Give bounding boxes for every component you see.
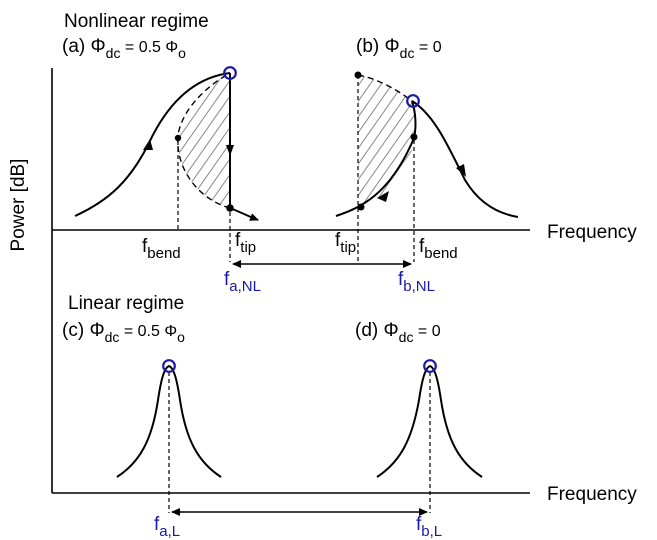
top-axis-label: Frequency — [547, 222, 637, 243]
bottom-axis-label: Frequency — [547, 484, 637, 505]
panel-b-lower-branch — [335, 137, 415, 217]
panel-a-upward-arrowhead — [143, 139, 153, 150]
panel-d-resonance-marker — [423, 359, 437, 373]
panel-c-resonance-marker — [162, 359, 176, 373]
panel-b-low-dot — [357, 203, 365, 211]
panel-a-bend-dot — [174, 134, 182, 142]
panel-b-label: (b) Φdc = 0 — [356, 36, 442, 61]
panel-d-peak-curve — [376, 364, 483, 478]
f-tip-right-label: ftip — [335, 230, 356, 256]
nonlinear-regime-title: Nonlinear regime — [64, 11, 209, 32]
panel-b-hatched-region — [358, 75, 415, 208]
panel-b-resonance-marker — [406, 94, 420, 108]
panel-b-right-branch — [411, 100, 519, 218]
panel-d-label: (d) Φdc = 0 — [355, 320, 441, 345]
f-bend-right-label: fbend — [419, 236, 458, 262]
panel-c-peak-curve — [116, 364, 222, 478]
panel-a-label: (a) Φdc = 0.5 Φo — [62, 36, 186, 61]
panel-a-dashed-branch — [177, 72, 231, 209]
f-tip-left-label: ftip — [235, 230, 256, 256]
f-bend-left-label: fbend — [142, 236, 181, 262]
f-b-nl-label: fb,NL — [398, 269, 435, 295]
f-a-nl-label: fa,NL — [224, 269, 261, 295]
f-a-l-label: fa,L — [154, 514, 180, 540]
f-b-l-label: fb,L — [416, 514, 442, 540]
panel-b-upward-arrowhead — [377, 191, 389, 202]
panel-a-resonance-marker — [223, 66, 237, 80]
panel-a-hatched-region — [177, 73, 230, 208]
panel-b-bend-dot — [410, 133, 418, 141]
panel-b-top-dot — [354, 71, 362, 79]
panel-a-down-arrowhead — [226, 145, 234, 156]
panel-a-tail — [229, 207, 259, 221]
panel-c-label: (c) Φdc = 0.5 Φo — [62, 320, 185, 345]
linear-regime-title: Linear regime — [68, 293, 184, 314]
panel-a-tip-dot — [226, 204, 234, 212]
panel-b-down-arrowhead — [456, 164, 466, 177]
y-axis-label: Power [dB] — [8, 159, 29, 252]
